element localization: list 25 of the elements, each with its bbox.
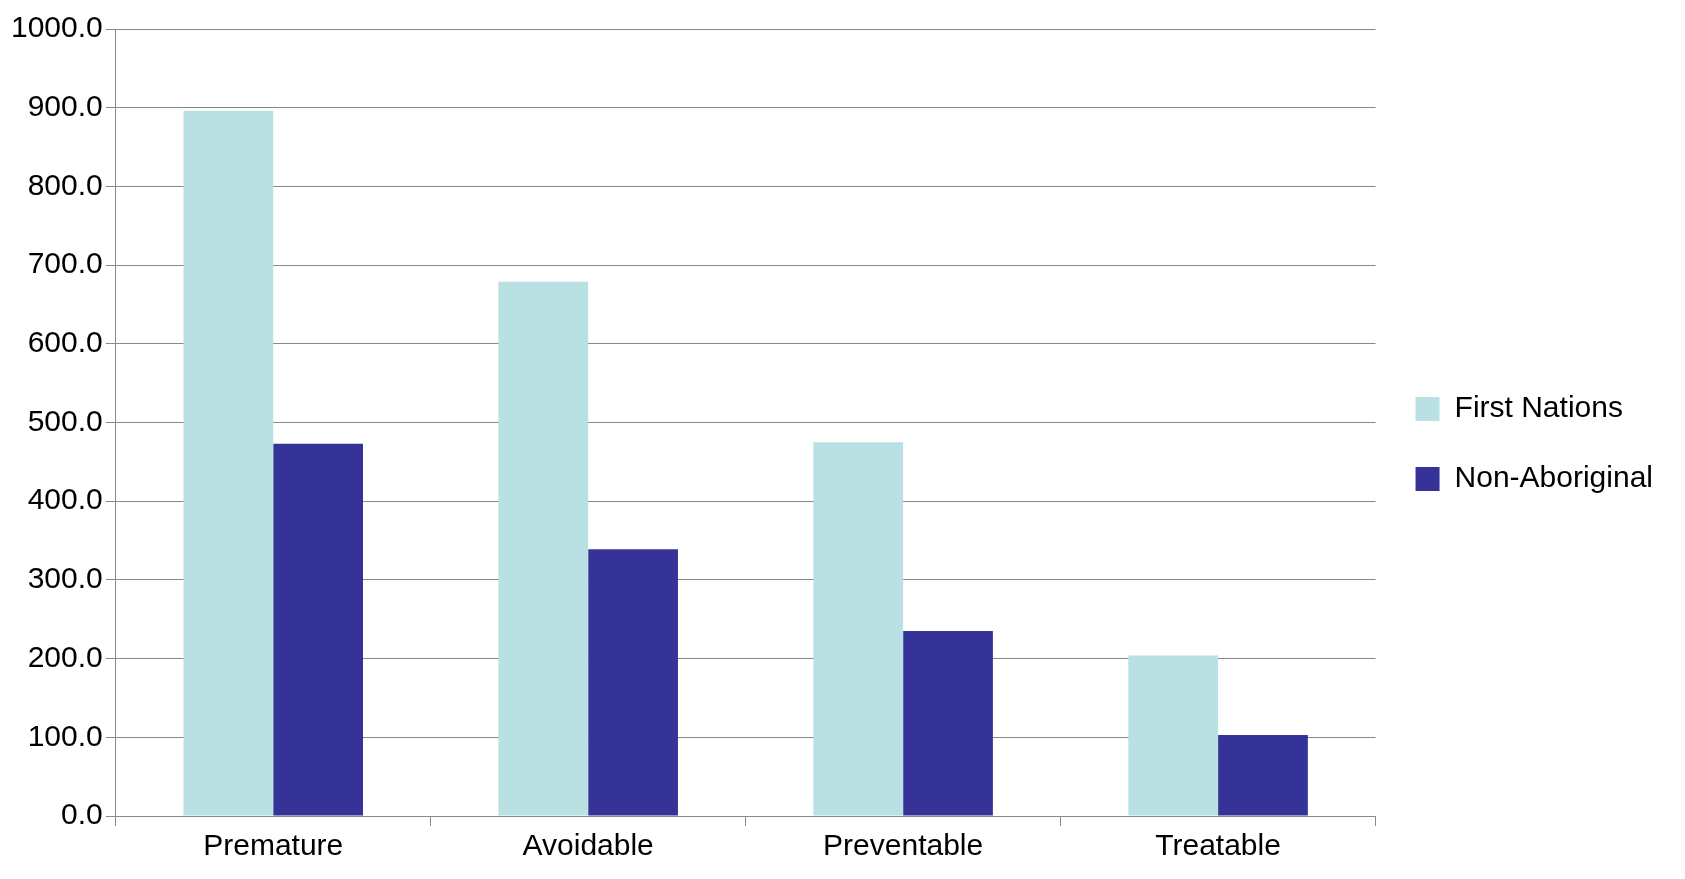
bar <box>1218 734 1308 816</box>
bar <box>183 110 274 816</box>
bar <box>1128 655 1219 816</box>
bar <box>813 442 904 816</box>
x-tick-label: Avoidable <box>522 828 654 862</box>
bar <box>498 281 589 816</box>
y-tick-label: 500.0 <box>27 403 103 437</box>
x-tick-label: Treatable <box>1155 828 1281 862</box>
y-tick-label: 1000.0 <box>10 10 103 44</box>
y-tick-label: 900.0 <box>27 88 103 122</box>
y-tick-label: 300.0 <box>27 561 103 595</box>
y-tick-label: 700.0 <box>27 246 103 280</box>
bar <box>273 443 363 816</box>
y-tick-label: 600.0 <box>27 325 103 359</box>
x-tick-label: Premature <box>203 828 344 862</box>
bar <box>903 631 993 816</box>
y-tick-label: 200.0 <box>27 639 103 673</box>
y-tick-label: 100.0 <box>27 718 103 752</box>
y-tick-label: 400.0 <box>27 482 103 516</box>
x-tick-label: Preventable <box>823 828 984 862</box>
y-tick-label: 0.0 <box>61 797 103 831</box>
y-tick-label: 800.0 <box>27 167 103 201</box>
legend-label: First Nations <box>1454 390 1623 424</box>
legend-label: Non-Aboriginal <box>1454 460 1654 494</box>
bar <box>588 549 678 816</box>
